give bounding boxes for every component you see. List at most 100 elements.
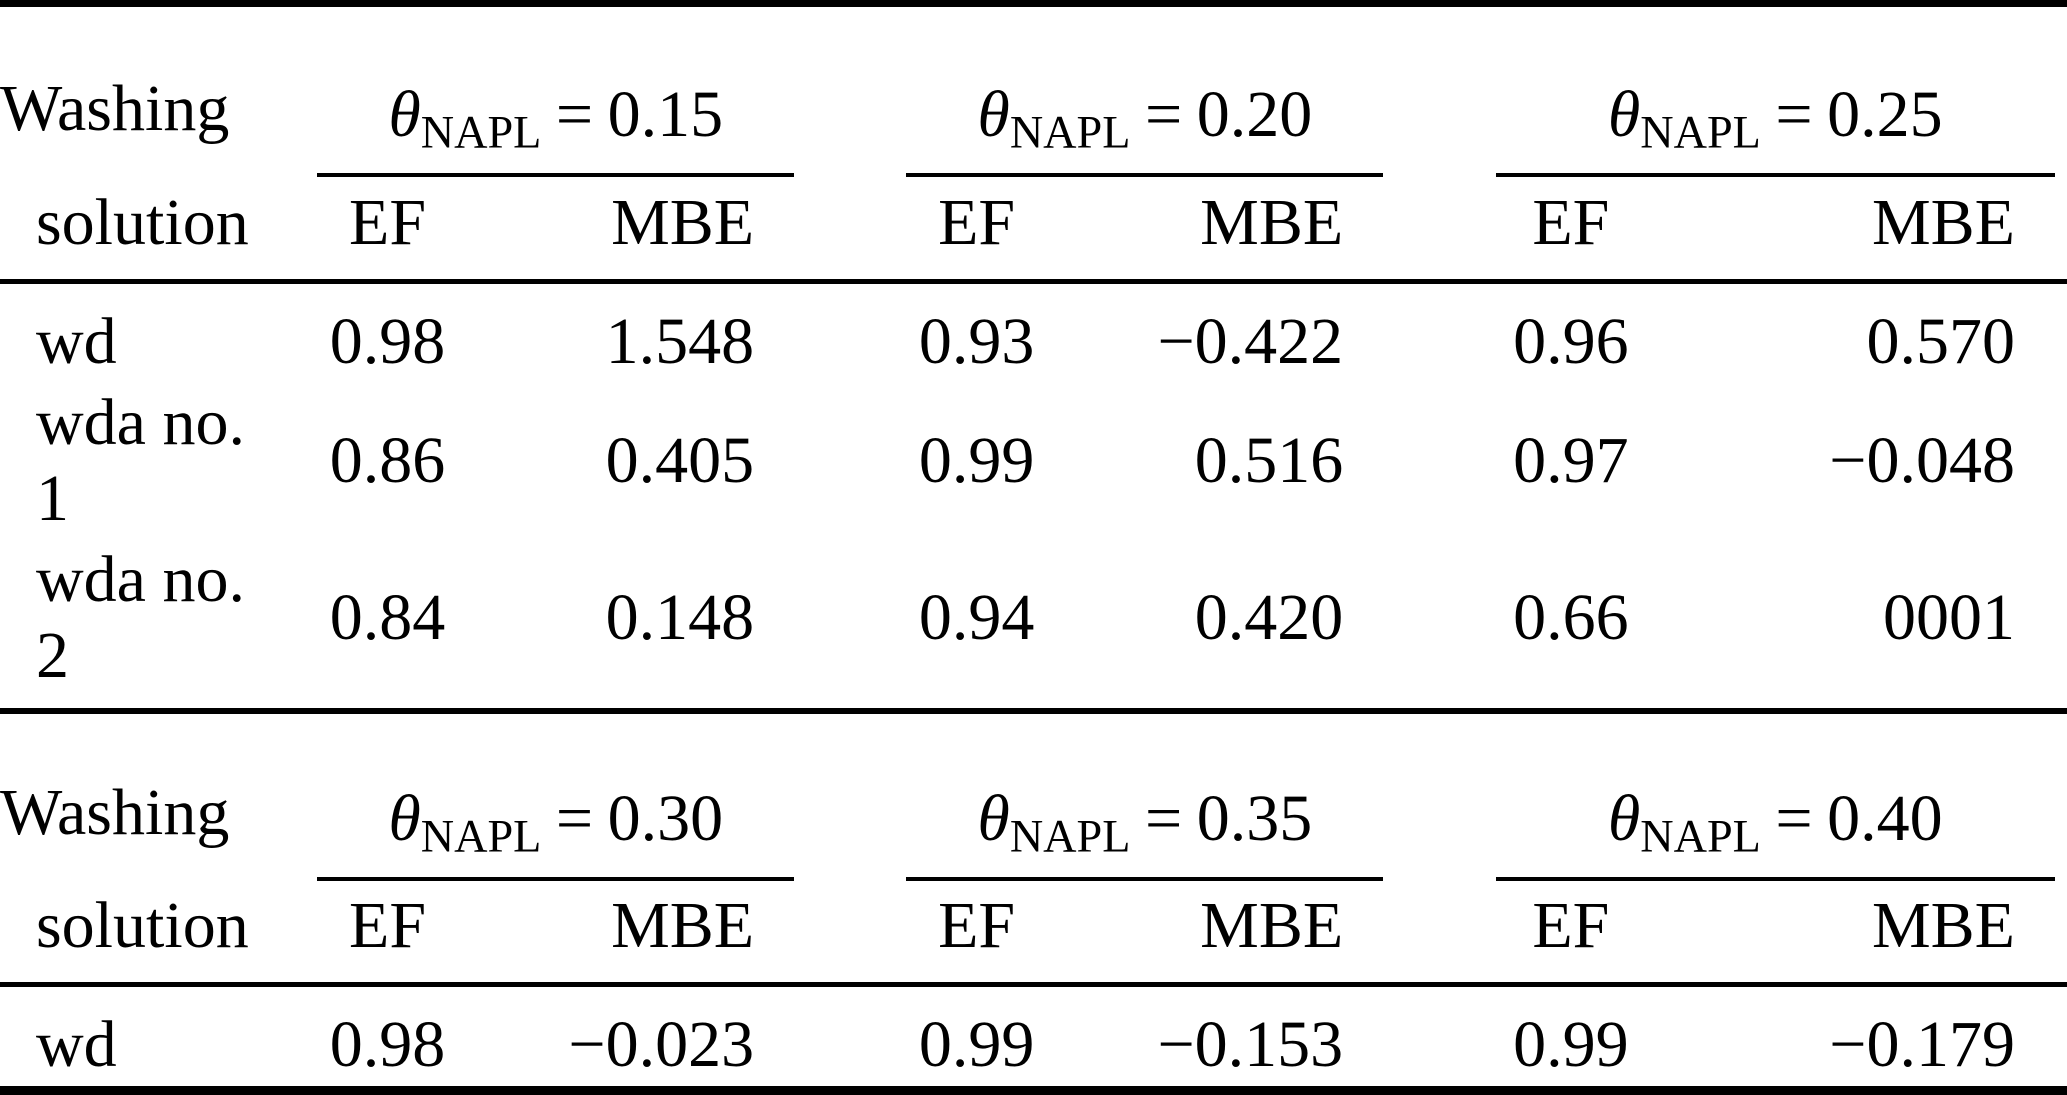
column-gap [806, 985, 878, 1085]
row-label: wda no. 1 [36, 385, 245, 535]
col-header-mbe: MBE [485, 177, 807, 284]
col-header-mbe: MBE [1674, 177, 2067, 284]
col-header-ef: EF [1467, 177, 1675, 284]
theta-subscript: NAPL [1640, 810, 1761, 862]
table-row-wd: wd 0.98 1.548 0.93 −0.422 0.96 0.570 [0, 281, 2067, 381]
cell-ef: 0.98 [329, 1008, 446, 1081]
theta-value: 0.35 [1196, 781, 1313, 855]
theta-value: 0.30 [607, 781, 724, 855]
row-label: wda no. 2 [36, 542, 245, 692]
column-gap [806, 711, 878, 881]
column-gap [1395, 177, 1468, 284]
cell-mbe: 0.516 [1194, 423, 1344, 497]
theta-label: θNAPL = 0.25 [1495, 77, 2055, 177]
cell-ef: 0.97 [1513, 423, 1629, 497]
cell-ef: 0.99 [1513, 1008, 1629, 1081]
theta-label: θNAPL = 0.20 [906, 77, 1384, 177]
theta-symbol: θ [388, 781, 421, 855]
theta-symbol: θ [1607, 78, 1641, 152]
row-header-solution: solution [0, 880, 290, 987]
cell-ef: 0.84 [329, 580, 446, 654]
row-header-washing: Washing [0, 711, 289, 881]
cell-ef: 0.99 [918, 423, 1035, 497]
theta-group-0.40: θNAPL = 0.40 [1468, 711, 2067, 881]
col-header-ef: EF [289, 880, 486, 987]
sub-header-row: solution EF MBE EF MBE EF MBE [0, 880, 2067, 987]
row-header-washing: Washing [0, 7, 289, 177]
col-header-ef: EF [878, 177, 1075, 284]
equals-sign: = [1144, 781, 1183, 855]
theta-value: 0.20 [1196, 78, 1313, 152]
col-header-mbe: MBE [1074, 177, 1396, 284]
theta-symbol: θ [977, 781, 1010, 855]
column-gap [806, 7, 878, 177]
theta-subscript: NAPL [1009, 107, 1131, 158]
theta-subscript: NAPL [420, 107, 542, 158]
column-gap [806, 538, 878, 708]
theta-label: θNAPL = 0.35 [906, 781, 1384, 881]
cell-mbe: 0001 [1883, 580, 2015, 654]
row-header-line2: solution [36, 185, 249, 259]
cell-ef: 0.99 [878, 1084, 1074, 1086]
column-gap [1395, 711, 1467, 881]
theta-value: 0.15 [607, 78, 724, 152]
column-gap [1395, 7, 1467, 177]
cell-mbe: −0.179 [1829, 1008, 2015, 1081]
cell-ef: 0.93 [918, 304, 1035, 378]
theta-header-row: Washing θNAPL = 0.15 θNAPL = 0.20 θNAPL = 0.25 [0, 7, 2067, 177]
theta-group-0.15: θNAPL = 0.15 [289, 7, 806, 177]
cell-ef: 0.95 [289, 1084, 485, 1086]
column-gap [806, 281, 878, 381]
column-gap [1395, 985, 1467, 1085]
table-row-wd: wd 0.98 −0.023 0.99 −0.153 0.99 −0.179 [0, 985, 2067, 1085]
theta-subscript: NAPL [1640, 107, 1761, 158]
theta-value: 0.25 [1827, 78, 1943, 152]
cell-mbe: −0.153 [1157, 1008, 1344, 1081]
equals-sign: = [1775, 781, 1813, 855]
theta-label: θNAPL = 0.30 [317, 781, 795, 881]
cell-mbe: 0.148 [605, 580, 755, 654]
theta-subscript: NAPL [1009, 810, 1131, 862]
cell-mbe: 1.548 [605, 304, 755, 378]
sub-header-row: solution EF MBE EF MBE EF MBE [0, 177, 2067, 284]
row-label: wda no. 1 [0, 1084, 289, 1086]
col-header-mbe: MBE [485, 880, 807, 987]
row-label: wd [36, 304, 117, 378]
cell-mbe: 0.405 [605, 423, 755, 497]
theta-label: θNAPL = 0.40 [1495, 781, 2055, 881]
column-gap [806, 381, 878, 538]
equals-sign: = [555, 781, 594, 855]
results-table-bottom: Washing θNAPL = 0.30 θNAPL = 0.35 θNAPL = 0.40… [0, 707, 2067, 1087]
theta-group-0.20: θNAPL = 0.20 [878, 7, 1395, 177]
col-header-ef: EF [878, 880, 1075, 987]
cell-mbe: −0.048 [1829, 423, 2015, 497]
equals-sign: = [1775, 78, 1813, 152]
cell-ef: 0.66 [1513, 580, 1629, 654]
row-header-line2: solution [36, 889, 249, 962]
theta-header-row: Washing θNAPL = 0.30 θNAPL = 0.35 θNAPL = 0.40 [0, 711, 2067, 881]
column-gap [806, 177, 879, 284]
col-header-ef: EF [1467, 880, 1675, 987]
col-header-mbe: MBE [1074, 880, 1396, 987]
cell-mbe: −0.066 [1075, 1084, 1395, 1086]
col-header-ef: EF [289, 177, 486, 284]
cell-ef: 0.99 [1468, 1084, 1675, 1086]
cell-mbe: 0.303 [1674, 1084, 2067, 1086]
cell-ef: 0.99 [918, 1008, 1035, 1081]
table-row-wda-1: wda no. 1 0.86 0.405 0.99 0.516 0.97 −0.… [0, 381, 2067, 538]
cell-mbe: 0.420 [1194, 580, 1344, 654]
table-row-wda-2: wda no. 2 0.84 0.148 0.94 0.420 0.66 000… [0, 538, 2067, 708]
cell-ef: 0.94 [918, 580, 1035, 654]
theta-symbol: θ [388, 78, 421, 152]
column-gap [1395, 880, 1468, 987]
theta-group-0.30: θNAPL = 0.30 [289, 711, 806, 881]
row-label: wd [36, 1008, 117, 1081]
row-header-line1: Washing [0, 775, 230, 849]
theta-subscript: NAPL [420, 810, 542, 862]
equals-sign: = [1144, 78, 1183, 152]
equals-sign: = [555, 78, 594, 152]
row-header-solution: solution [0, 177, 290, 284]
col-header-mbe: MBE [1674, 880, 2067, 987]
theta-group-0.25: θNAPL = 0.25 [1468, 7, 2067, 177]
